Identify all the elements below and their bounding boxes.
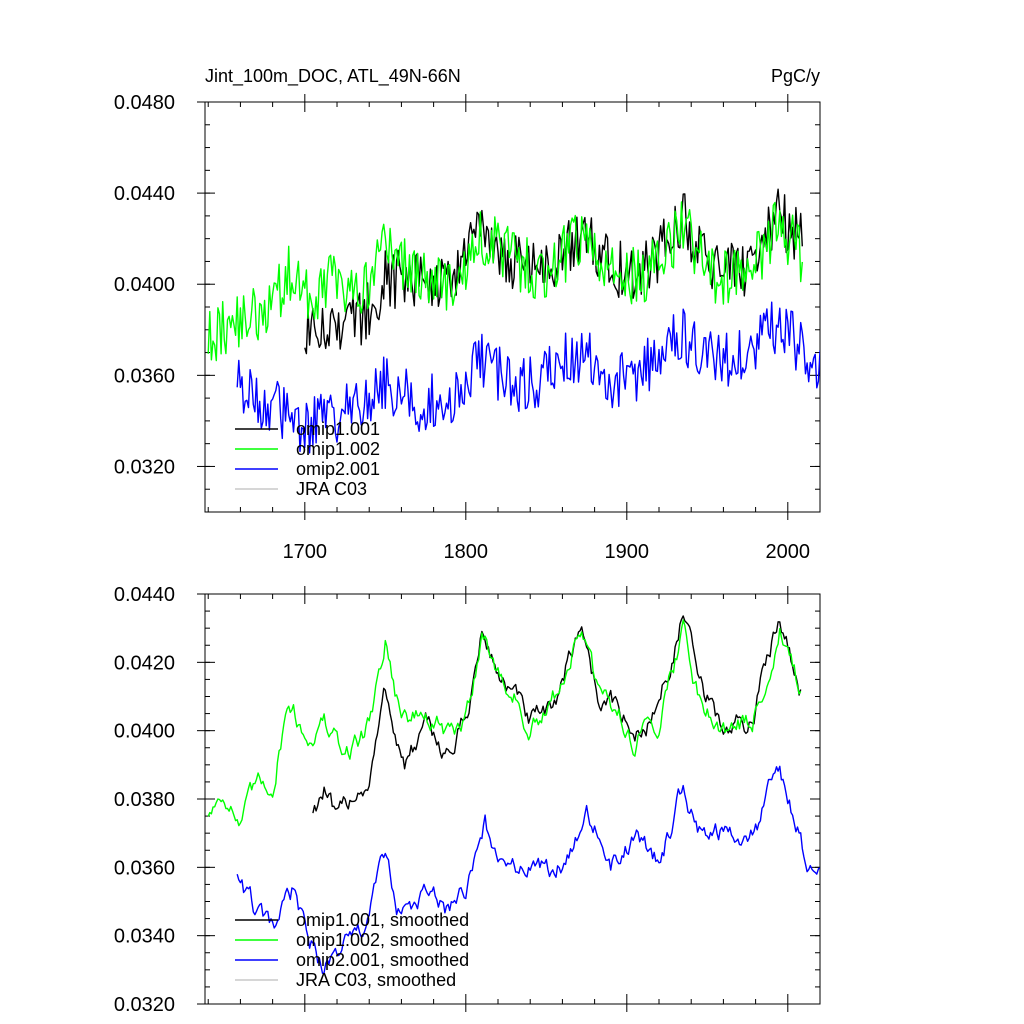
x-tick-label: 1900	[605, 541, 650, 563]
y-tick-label: 0.0360	[114, 365, 175, 387]
legend-label: JRA C03, smoothed	[296, 970, 456, 990]
series-line	[207, 619, 802, 827]
x-tick-label: 1700	[283, 541, 328, 563]
legend-label: omip1.002, smoothed	[296, 930, 469, 950]
bottom-x-axis	[207, 586, 821, 1012]
legend-label: omip2.001	[296, 459, 380, 479]
bottom-panel: 0.0440 0.0420 0.0400 0.0380 0.0360 0.0340 0.03…	[114, 584, 821, 1016]
y-tick-label: 0.0320	[114, 994, 175, 1016]
y-tick-label: 0.0440	[114, 584, 175, 606]
top-y-axis: 0.0480 0.0440 0.0400 0.0360 0.0320	[114, 92, 820, 513]
bottom-y-axis: 0.0440 0.0420 0.0400 0.0380 0.0360 0.0340 0.03…	[114, 584, 820, 1016]
legend-label: omip1.002	[296, 439, 380, 459]
y-tick-label: 0.0340	[114, 926, 175, 948]
top-x-axis: 1700 1800 1900 2000	[207, 94, 821, 563]
y-tick-label: 0.0360	[114, 857, 175, 879]
legend-label: JRA C03	[296, 479, 367, 499]
series-line	[236, 301, 820, 454]
series-line	[207, 201, 803, 362]
y-tick-label: 0.0440	[114, 183, 175, 205]
x-tick-label: 2000	[766, 541, 811, 563]
series-line	[236, 765, 820, 975]
legend-label: omip2.001, smoothed	[296, 950, 469, 970]
top-panel: Jint_100m_DOC, ATL_49N-66N PgC/y 0.04800…	[114, 66, 821, 563]
series-line	[304, 188, 803, 355]
top-units: PgC/y	[771, 66, 820, 86]
bottom-series-lines	[207, 615, 820, 975]
top-title: Jint_100m_DOC, ATL_49N-66N	[205, 66, 461, 87]
y-tick-label: 0.0320	[114, 456, 175, 478]
y-tick-label: 0.0420	[114, 652, 175, 674]
y-tick-label: 0.0480	[114, 92, 175, 114]
y-tick-label: 0.0380	[114, 789, 175, 811]
legend-label: omip1.001, smoothed	[296, 910, 469, 930]
y-tick-label: 0.0400	[114, 274, 175, 296]
y-tick-label: 0.0400	[114, 721, 175, 743]
x-tick-label: 1800	[444, 541, 489, 563]
legend-label: omip1.001	[296, 419, 380, 439]
top-series-lines	[207, 188, 820, 454]
series-line	[312, 615, 802, 814]
